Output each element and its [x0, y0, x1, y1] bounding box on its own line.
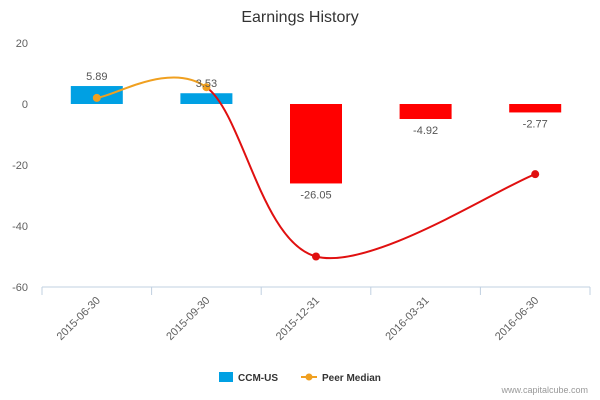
line-series	[92, 76, 540, 261]
x-tick-label: 2016-06-30	[493, 295, 541, 343]
bar-data-label: -26.05	[300, 189, 331, 201]
y-tick-label: -40	[12, 221, 28, 233]
bar-data-label: -4.92	[413, 125, 438, 137]
line-point	[92, 93, 101, 102]
line-point	[531, 170, 540, 179]
data-labels: 5.89 3.53 -26.05 -4.92 -2.77	[86, 71, 548, 201]
y-tick-label: 0	[22, 99, 28, 111]
x-tick-label: 2015-12-31	[274, 295, 322, 343]
x-tick-label: 2015-06-30	[55, 295, 103, 343]
chart-title: Earnings History	[241, 9, 358, 26]
y-tick-label: -60	[12, 282, 28, 294]
bar	[509, 104, 562, 113]
line-point	[202, 83, 211, 92]
legend-swatch-ccm	[219, 372, 233, 382]
line-segment	[315, 173, 536, 260]
watermark: www.capitalcube.com	[500, 385, 588, 395]
y-tick-label: -20	[12, 160, 28, 172]
bar	[180, 93, 233, 104]
bar	[290, 104, 342, 184]
bar-data-label: -2.77	[523, 118, 548, 130]
x-tick-label: 2016-03-31	[383, 295, 431, 343]
legend-marker-peer	[305, 373, 313, 381]
bar-data-label: 3.53	[196, 78, 217, 90]
bar-series	[70, 86, 562, 184]
line-point	[312, 252, 320, 261]
bar-data-label: 5.89	[86, 71, 107, 83]
line-segment	[96, 76, 207, 99]
legend[interactable]: CCM-US Peer Median	[219, 372, 381, 384]
bar	[399, 104, 452, 120]
x-tick-label: 2015-09-30	[164, 295, 212, 343]
legend-label-peer: Peer Median	[322, 373, 381, 384]
y-tick-label: 20	[16, 38, 28, 50]
legend-label-ccm: CCM-US	[238, 373, 278, 384]
line-segment	[205, 86, 317, 258]
